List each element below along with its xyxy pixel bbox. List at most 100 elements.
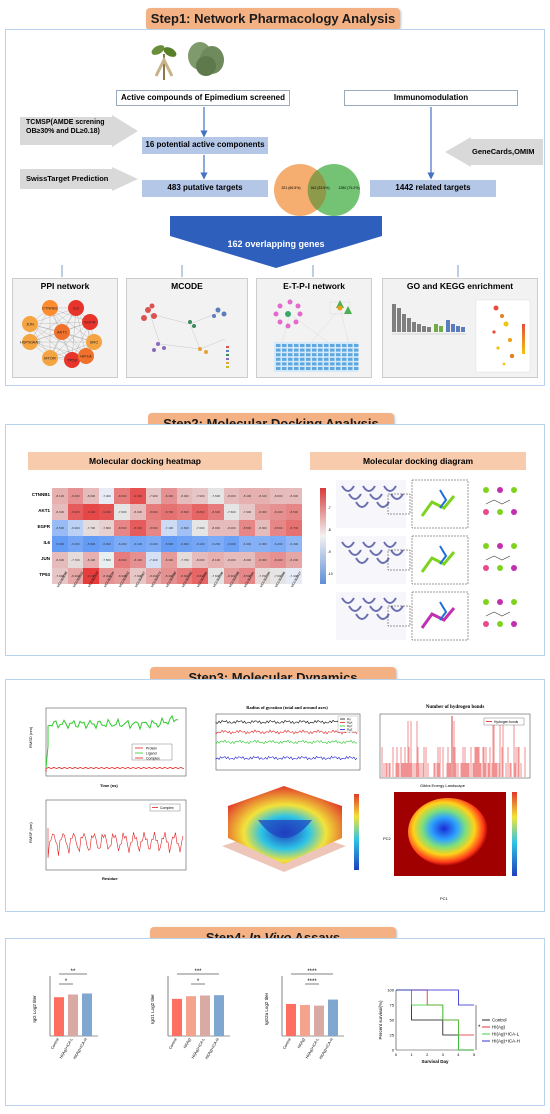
etpi-node [276,362,281,366]
chart-category-label: Control [168,1037,178,1050]
docking-helix [376,501,390,508]
swisstarget-arrow [20,167,138,191]
heatmap-cell: -6.500 [52,520,68,536]
ppi-node-label: AKT1 [57,330,68,335]
step1-arrows [200,107,435,180]
heatmap-cell: -6.200 [208,536,224,552]
docking-helix [369,493,383,500]
heatmap-cell: -8.100 [52,488,68,504]
heatmap-row-label: JUN [40,556,50,561]
related-targets-box: 1442 related targets [370,180,496,197]
heatmap-cell: -8.900 [130,520,146,536]
etpi-node [336,344,341,347]
docking-helix [369,605,383,612]
etpi-node [330,362,335,366]
heatmap-cell: -7.900 [145,488,162,504]
docking-2d-interaction [511,599,517,605]
ppi-node-label: TP53 [67,358,77,363]
etpi-node [336,362,341,366]
heatmap-cell: -9.000 [98,504,115,520]
venn-right: 1280 (79.2%) [338,186,360,190]
mcode-graph [141,303,229,368]
heatmap-cell: -6.200 [270,536,286,552]
chart-bar [186,996,196,1036]
etpi-node [330,357,335,361]
go-kegg-title: GO and KEGG enrichment [406,281,514,291]
chart-category-label: HI(Ag)+ICA-L [305,1038,320,1060]
docking-helix [355,501,369,508]
heatmap-cell: -8.100 [254,488,271,504]
etpi-node [294,357,299,361]
docking-2d-interaction [497,487,503,493]
heatmap-cell: -8.500 [145,520,162,536]
hb-legend [483,717,525,726]
docking-helix [390,605,404,612]
chart-ylabel: IgG Log2 titer [32,995,37,1023]
ppi-edge [49,307,95,343]
etpi-node [318,353,323,357]
ppi-node [22,334,38,350]
etpi-node [348,344,353,347]
etpi-node [312,362,317,366]
heatmap-cell: -8.500 [270,520,286,536]
surv-legend-label: HI(Ag)+ICA-H [492,1039,520,1044]
etpi-node [306,367,311,370]
heatmap-cell: -8.200 [67,568,84,584]
etpi-node [300,357,305,361]
surv-curve [396,989,474,1051]
swisstarget-label: SwissTarget Prediction [26,174,109,183]
docking-2d-ligand [485,611,511,617]
etpi-node [294,362,299,366]
heatmap-cell: -7.900 [130,568,146,584]
etpi-node [354,344,359,347]
potential-components-box: 16 potential active components [142,137,268,154]
ppi-node-label: HSP90AA1 [20,340,41,345]
rmsd-ligand-line [45,766,185,772]
etpi-node [354,353,359,357]
heatmap-row-label: EGFR [37,524,50,529]
etpi-node [330,353,335,357]
etpi-node [282,344,287,347]
chart-category-label: HI(Ag) [297,1037,306,1049]
etpi-node [300,344,305,347]
heatmap-cell: -8.300 [161,552,177,568]
docking-helix [376,557,390,564]
tcmsp-label: TCMSP(AMDE screning OB≥30% and DL≥0.18) [26,119,105,135]
heatmap-cell: -8.400 [67,488,84,504]
etpi-node [294,348,299,352]
docking-2d-interaction [483,621,489,627]
etpi-node [348,367,353,370]
etpi-node [288,357,293,361]
etpi-node [300,348,305,352]
surv-curve [396,989,474,1051]
heatmap-colorbar-tick: -8 [327,528,331,532]
heatmap-cell: -8.000 [286,488,302,504]
surv-xtick: 3 [442,1052,445,1057]
heatmap-cell: -8.300 [254,552,271,568]
heatmap-cell: -7.900 [239,504,255,520]
kegg-dot [500,314,504,318]
venn-middle: 162 (33.5%) [310,186,330,190]
heatmap-cell: -6.900 [67,520,84,536]
surv-legend-label: HI(Ag) [492,1025,506,1030]
heatmap-cell: -7.600 [223,504,240,520]
rmsd-legend-label: Ligand [146,752,157,756]
rmsd-xlabel: Time (ns) [100,783,118,788]
heatmap-colorbar-tick: -10 [327,572,333,576]
heatmap-cell: -6.100 [192,536,208,552]
ppi-edge [29,307,77,343]
heatmap-cell: -7.700 [254,568,271,584]
ppi-node-label: IL6 [73,306,79,311]
heatmap-cell: -8.400 [98,568,115,584]
rg-legend-label: RgZ [347,728,353,732]
chart-bar [300,1004,310,1036]
heatmap-cell: -6.300 [254,536,271,552]
surv-xtick: 5 [473,1052,476,1057]
surv-ytick: 0 [392,1048,395,1053]
heatmap-cell: -9.100 [83,504,99,520]
chart-category-label: Control [50,1037,60,1050]
heatmap-cell: -8.000 [52,552,68,568]
heatmap-cell: -8.000 [223,488,240,504]
heatmap-cell: -8.300 [223,568,240,584]
